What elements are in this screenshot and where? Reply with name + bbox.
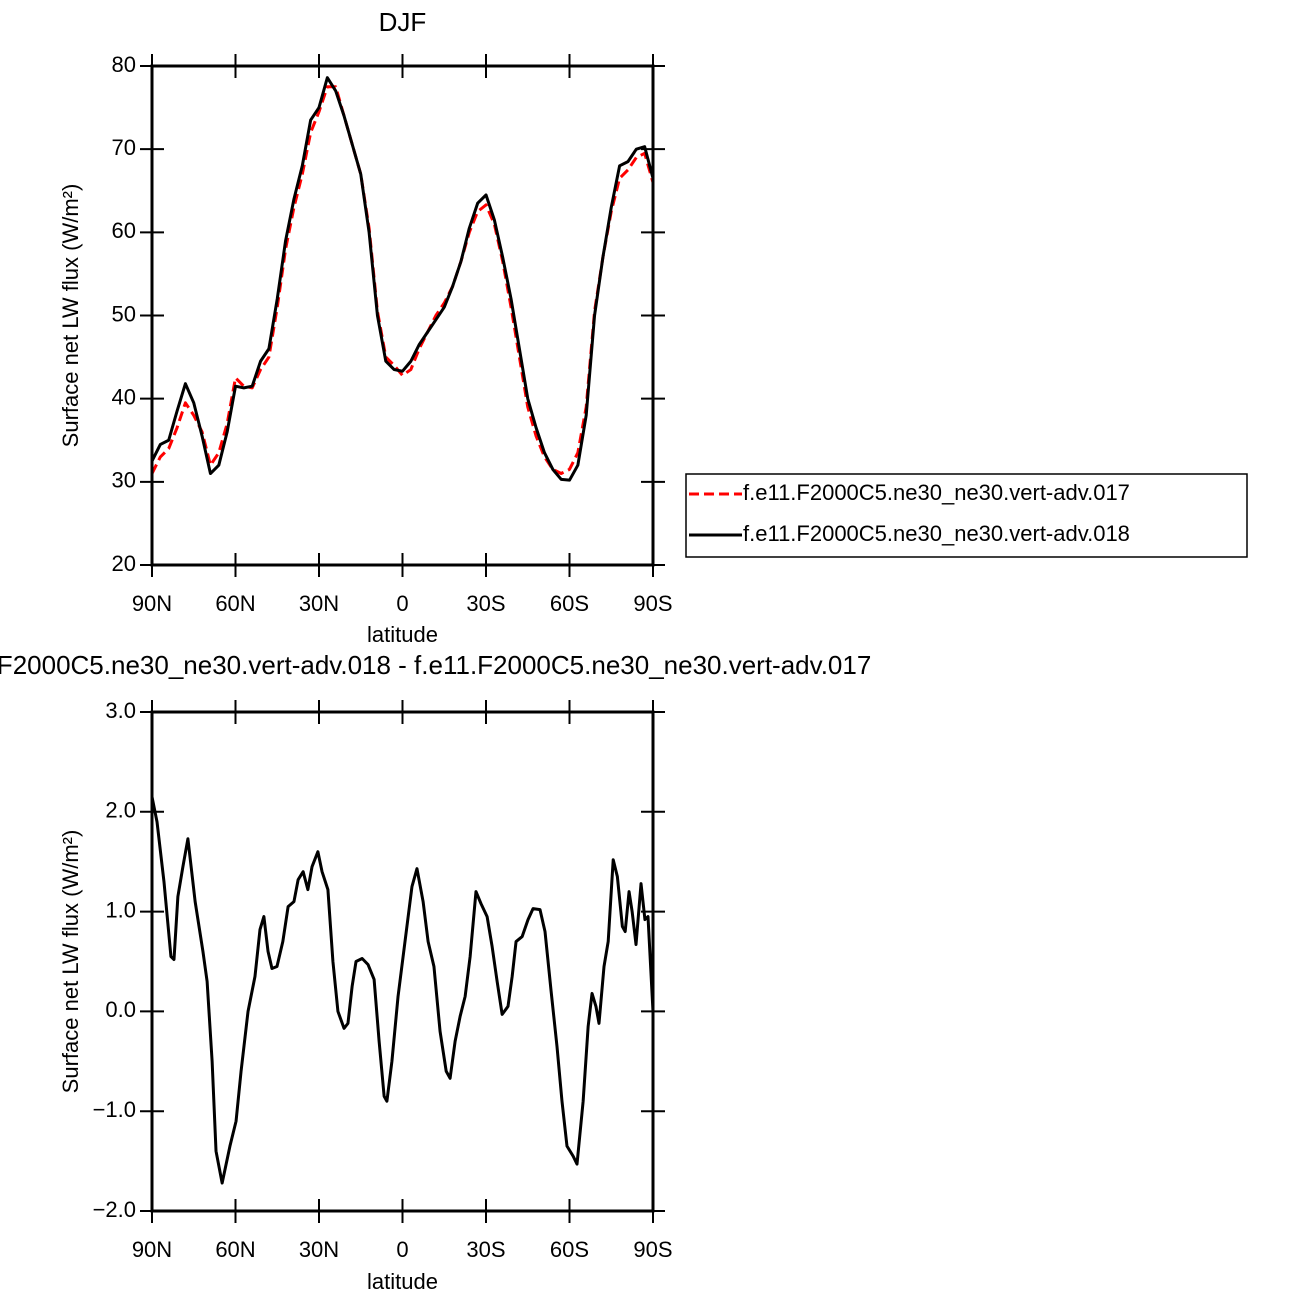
y-tick-label: 2.0 [105,798,136,823]
y-tick-label: 70 [112,135,136,160]
x-tick-label: 0 [396,1237,408,1262]
x-tick-label: 60S [550,1237,589,1262]
x-tick-label: 90N [132,591,172,616]
x-tick-label: 90S [633,1237,672,1262]
y-axis-label: Surface net LW flux (W/m²) [58,830,83,1094]
y-axis-label: Surface net LW flux (W/m²) [58,184,83,448]
data-line [150,796,655,1185]
legend-box [685,473,1248,558]
y-tick-label: 40 [112,384,136,409]
y-tick-label: 20 [112,551,136,576]
x-tick-label: 30N [299,591,339,616]
x-tick-label: 30S [466,1237,505,1262]
chart-title: f.e11.F2000C5.ne30_ne30.vert-adv.018 - f… [0,650,871,680]
data-line [150,76,655,482]
x-tick-label: 60N [215,591,255,616]
x-tick-label: 90S [633,591,672,616]
x-axis-label: latitude [367,1269,438,1294]
x-tick-label: 30S [466,591,505,616]
y-tick-label: −2.0 [93,1197,136,1222]
legend-label: f.e11.F2000C5.ne30_ne30.vert-adv.017 [743,480,1130,505]
y-tick-label: 3.0 [105,698,136,723]
chart-title: DJF [379,7,427,37]
x-tick-label: 90N [132,1237,172,1262]
y-tick-label: 0.0 [105,997,136,1022]
y-tick-label: 1.0 [105,897,136,922]
plot-frame [150,64,655,567]
y-tick-label: −1.0 [93,1097,136,1122]
legend-label: f.e11.F2000C5.ne30_ne30.vert-adv.018 [743,521,1130,546]
x-tick-label: 0 [396,591,408,616]
x-tick-label: 60S [550,591,589,616]
x-tick-label: 30N [299,1237,339,1262]
y-tick-label: 50 [112,301,136,326]
x-tick-label: 60N [215,1237,255,1262]
y-tick-label: 60 [112,218,136,243]
x-axis-label: latitude [367,622,438,647]
y-tick-label: 30 [112,468,136,493]
data-line [150,85,655,476]
plot-frame [150,710,655,1213]
y-tick-label: 80 [112,52,136,77]
